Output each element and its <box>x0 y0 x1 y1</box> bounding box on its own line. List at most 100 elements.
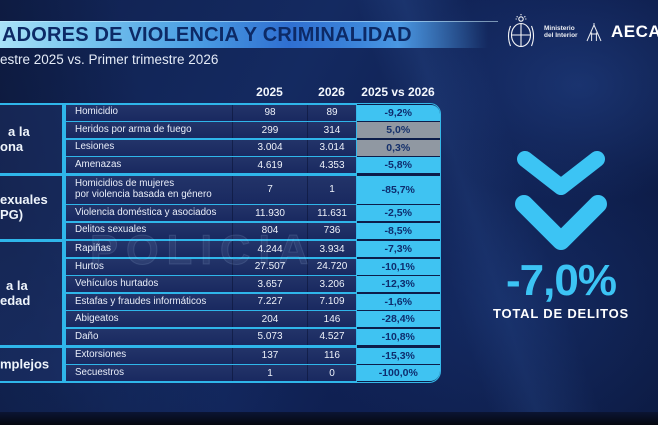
table-row: Hurtos 27.507 24.720 <box>66 258 356 275</box>
value-2025: 11.930 <box>232 205 307 222</box>
table-row: Homicidio 98 89 <box>66 104 356 121</box>
bottom-dark-band <box>0 412 658 425</box>
ministry-name: Ministerio del Interior <box>544 25 578 40</box>
aeca-logo: AECA <box>586 22 658 42</box>
row-label: Secuestros <box>75 366 125 378</box>
uruguay-coat-of-arms-icon <box>507 14 535 48</box>
delta-cell: -1,6% <box>357 293 440 310</box>
delta-cell: -10,8% <box>357 328 440 345</box>
category-label: a la edad <box>0 278 31 309</box>
total-change-caption: TOTAL DE DELITOS <box>492 306 630 321</box>
delta-cell: -28,4% <box>357 311 440 328</box>
group-divider <box>0 344 62 349</box>
row-label: Estafas y fraudes informáticos <box>75 295 207 307</box>
table-row: Vehículos hurtados 3.657 3.206 <box>66 276 356 293</box>
row-label: Extorsiones <box>75 349 127 361</box>
category-label: mplejos <box>0 356 50 372</box>
value-2026: 4.527 <box>307 328 356 345</box>
table-row: Delitos sexuales 804 736 <box>66 222 356 239</box>
table-row: Amenazas 4.619 4.353 <box>66 157 356 173</box>
group-divider <box>0 103 62 105</box>
ministry-name-line2: del Interior <box>544 32 578 39</box>
column-header-2025: 2025 <box>256 85 283 99</box>
value-2025: 299 <box>232 122 307 138</box>
value-2026: 146 <box>307 311 356 328</box>
value-2026: 3.206 <box>307 276 356 293</box>
value-2025: 1 <box>232 365 307 382</box>
delta-cell: -100,0% <box>357 365 440 382</box>
value-2025: 804 <box>232 222 307 239</box>
value-2025: 5.073 <box>232 328 307 345</box>
value-2026: 89 <box>307 104 356 121</box>
page-subtitle: estre 2025 vs. Primer trimestre 2026 <box>0 52 219 67</box>
delta-cell: -10,1% <box>357 258 440 275</box>
double-chevron-down-icon <box>515 151 607 250</box>
value-2026: 7.109 <box>307 293 356 310</box>
ministry-name-line1: Ministerio <box>544 24 575 32</box>
row-label: Daño <box>75 330 99 342</box>
value-2025: 3.004 <box>232 139 307 156</box>
table-row: Estafas y fraudes informáticos 7.227 7.109 <box>66 293 356 310</box>
delta-cell: 5,0% <box>357 122 440 138</box>
total-change-value: -7,0% <box>506 256 617 305</box>
row-label: Homicidio <box>75 106 119 118</box>
row-label: Vehículos hurtados <box>75 278 159 290</box>
value-2025: 7 <box>232 175 307 204</box>
value-2026: 0 <box>307 365 356 382</box>
value-2025: 98 <box>232 104 307 121</box>
title-banner: ADORES DE VIOLENCIA Y CRIMINALIDAD <box>0 21 498 48</box>
delta-cell: -2,5% <box>357 205 440 222</box>
delta-cell: -9,2% <box>357 104 440 121</box>
group-divider <box>0 238 62 242</box>
value-2026: 24.720 <box>307 258 356 275</box>
value-2026: 314 <box>307 122 356 138</box>
column-header-2026: 2026 <box>318 85 345 99</box>
value-2026: 1 <box>307 175 356 204</box>
ministry-logo: Ministerio del Interior <box>504 14 578 50</box>
row-label: Hurtos <box>75 260 104 272</box>
row-label: Homicidios de mujeres por violencia basad… <box>75 178 212 200</box>
row-label: Rapiñas <box>75 243 111 255</box>
table-row: Homicidios de mujeres por violencia basad… <box>66 175 356 204</box>
value-2025: 204 <box>232 311 307 328</box>
category-label: exuales PG) <box>0 192 48 223</box>
value-2026: 11.631 <box>307 205 356 222</box>
table-row: Extorsiones 137 116 <box>66 347 356 364</box>
table-row: Rapiñas 4.244 3.934 <box>66 241 356 258</box>
page-title: ADORES DE VIOLENCIA Y CRIMINALIDAD <box>2 24 412 46</box>
value-2025: 7.227 <box>232 293 307 310</box>
value-2025: 27.507 <box>232 258 307 275</box>
value-2025: 137 <box>232 347 307 364</box>
group-divider <box>0 381 62 384</box>
delta-cell: -15,3% <box>357 347 440 364</box>
value-2026: 3.934 <box>307 241 356 258</box>
row-label: Amenazas <box>75 158 122 170</box>
column-header-2025-vs-2026: 2025 vs 2026 <box>361 85 435 99</box>
value-2026: 736 <box>307 222 356 239</box>
table-row: Secuestros 1 0 <box>66 365 356 382</box>
delta-cell: 0,3% <box>357 139 440 156</box>
group-divider <box>0 172 62 177</box>
crime-indicators-table: Homicidio 98 89 -9,2% Heridos por arma de fu… <box>0 103 441 385</box>
table-row: Violencia doméstica y asociados 11.930 11.… <box>66 205 356 222</box>
delta-cell: -5,8% <box>357 157 440 173</box>
table-row: Daño 5.073 4.527 <box>66 328 356 345</box>
row-label: Violencia doméstica y asociados <box>75 206 217 218</box>
delta-cell: -8,5% <box>357 222 440 239</box>
row-label: Abigeatos <box>75 313 119 325</box>
value-2025: 4.244 <box>232 241 307 258</box>
value-2026: 3.014 <box>307 139 356 156</box>
delta-cell: -12,3% <box>357 276 440 293</box>
delta-cell: -85,7% <box>357 175 440 204</box>
value-2025: 3.657 <box>232 276 307 293</box>
delta-cell: -7,3% <box>357 241 440 258</box>
aeca-icon <box>586 22 602 41</box>
row-label: Heridos por arma de fuego <box>75 123 192 135</box>
row-label: Delitos sexuales <box>75 224 147 236</box>
value-2026: 116 <box>307 347 356 364</box>
table-row: Abigeatos 204 146 <box>66 311 356 328</box>
value-2025: 4.619 <box>232 157 307 173</box>
table-row: Lesiones 3.004 3.014 <box>66 139 356 156</box>
table-row: Heridos por arma de fuego 299 314 <box>66 122 356 138</box>
